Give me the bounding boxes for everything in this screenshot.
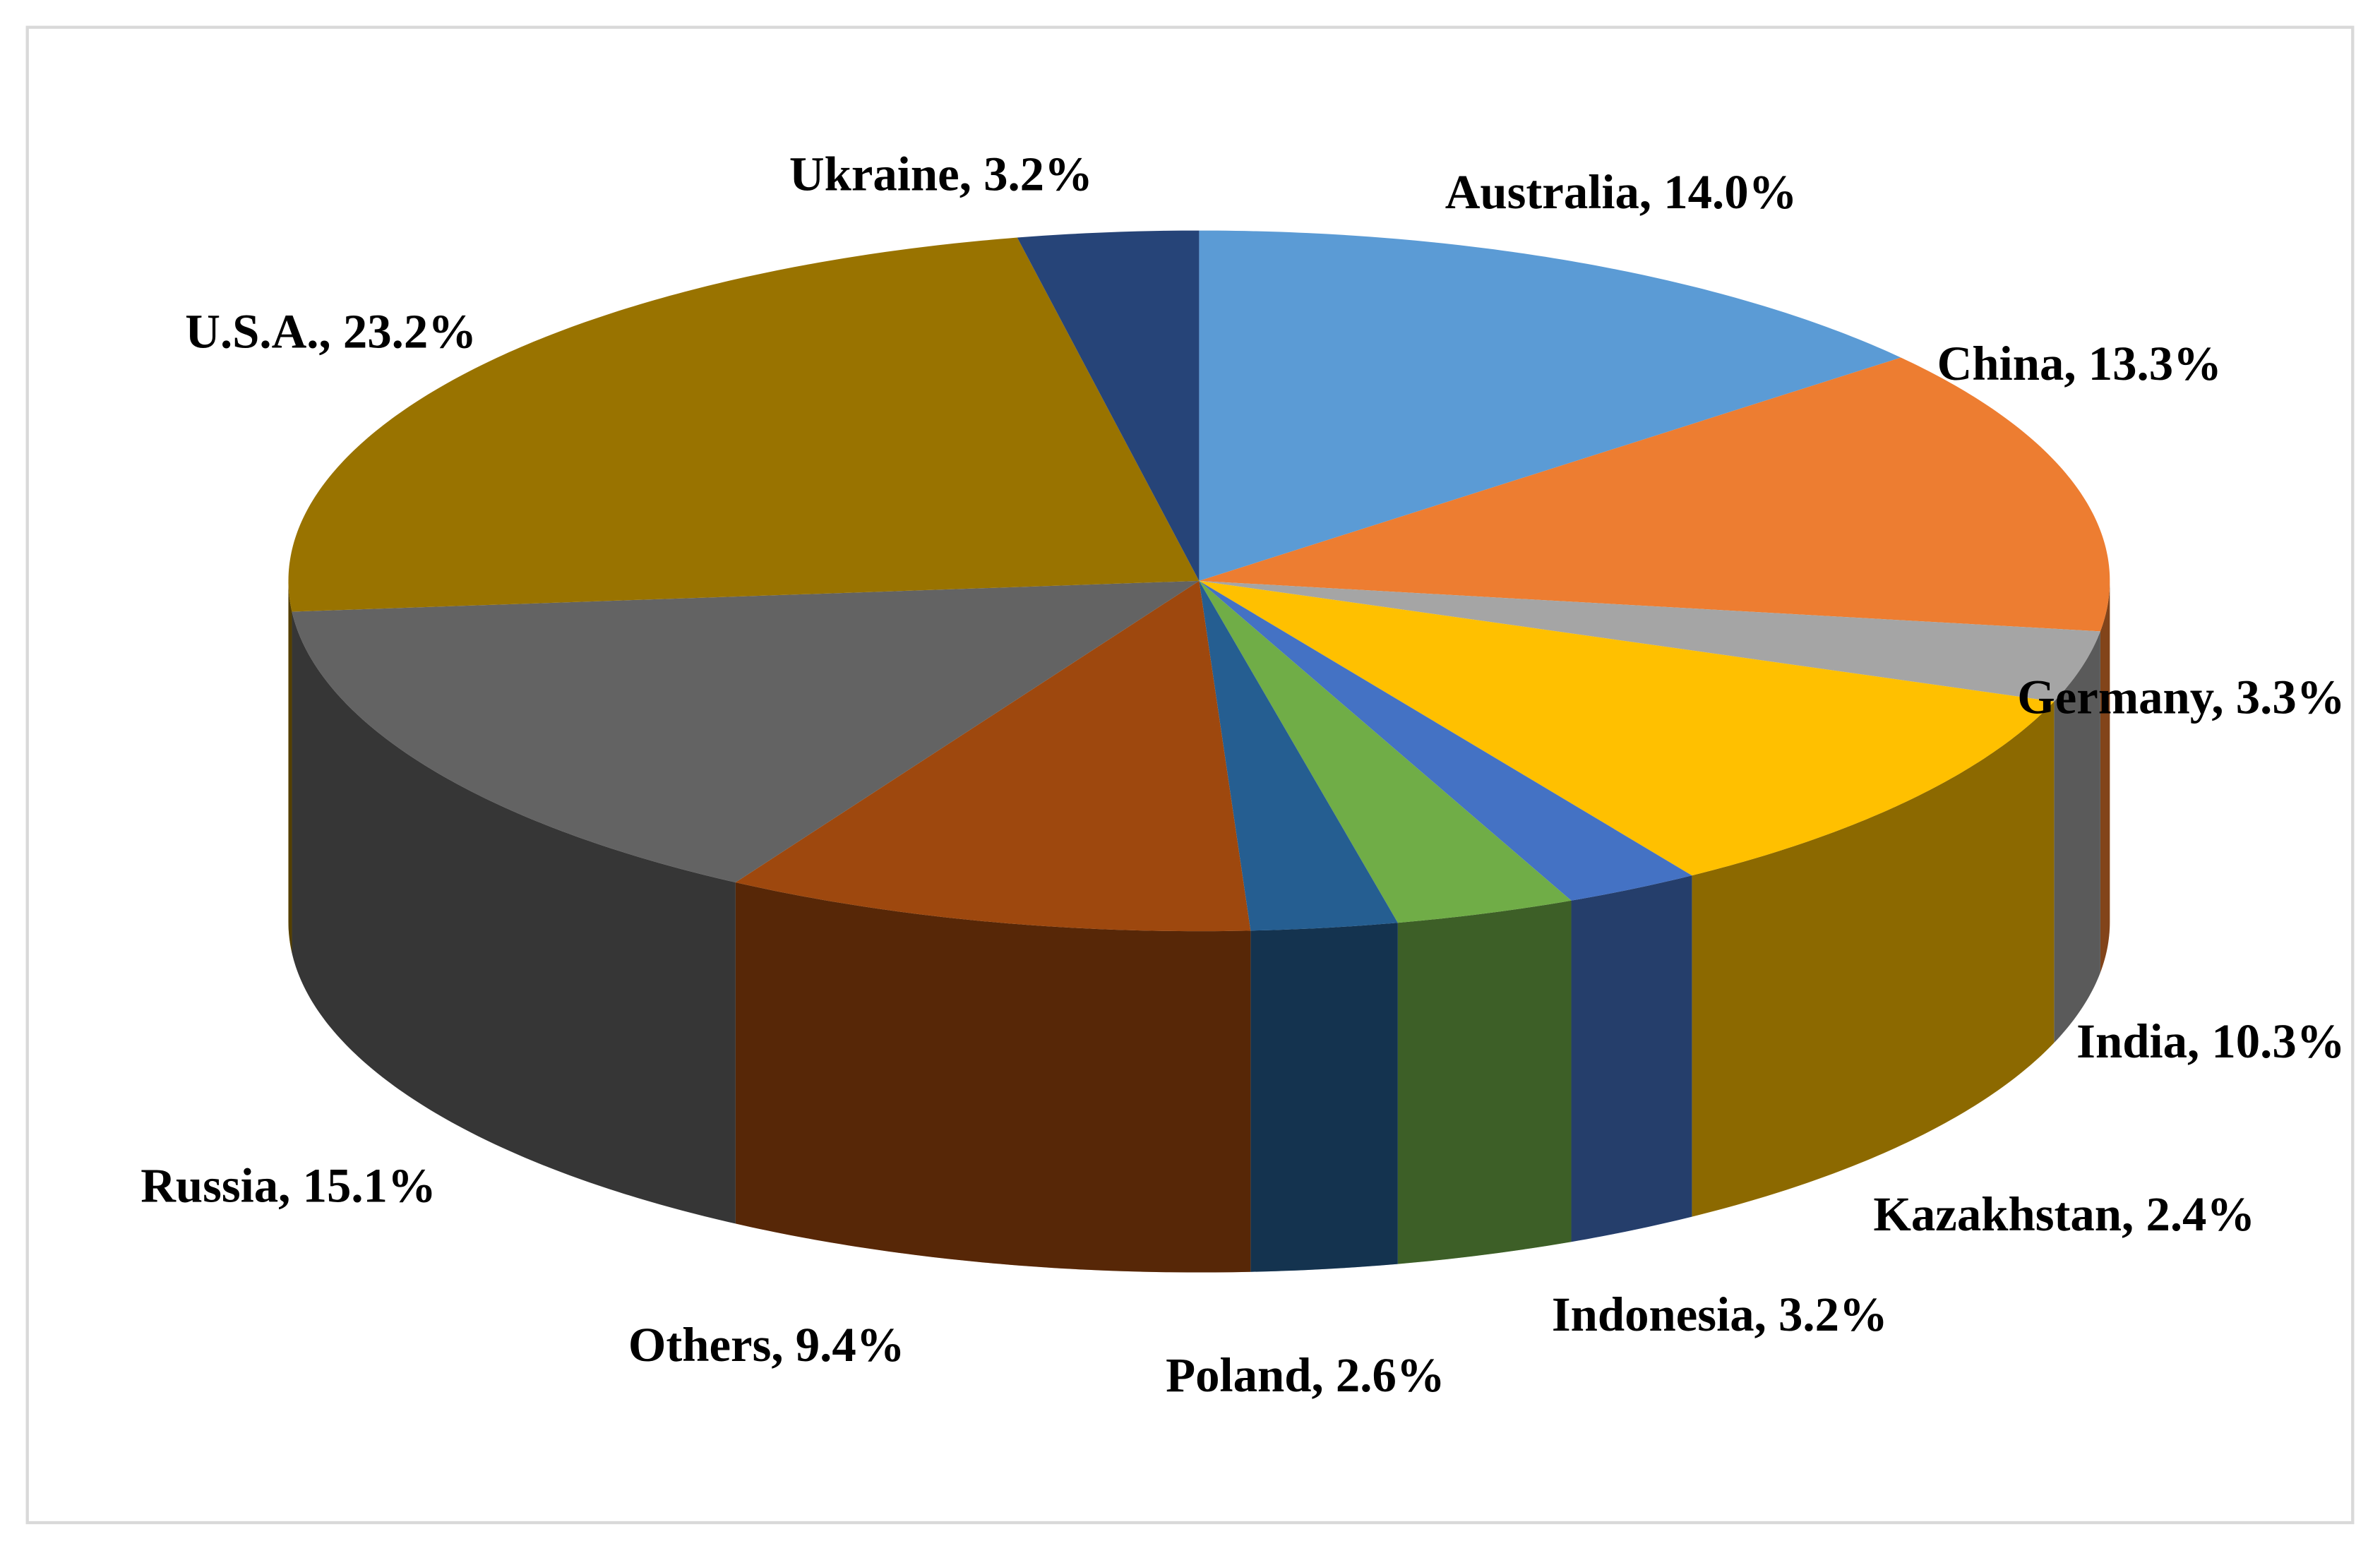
pie-sides [288,580,2110,1273]
slice [292,580,1200,883]
data-label: Others, 9.4% [628,1318,905,1372]
slice [1199,357,2110,632]
slice-side [1692,701,2055,1217]
data-label: India, 10.3% [2076,1014,2345,1068]
data-label: Australia, 14.0% [1445,165,1798,219]
slice-side [288,580,292,953]
slice [1199,580,1398,931]
slice-side-shade [1397,900,1572,1264]
slice-side-shade [1571,875,1692,1242]
slice-side-shade [288,580,292,953]
slice-side [1571,875,1692,1242]
slice-side [1250,923,1398,1272]
data-label: Ukraine, 3.2% [789,147,1093,200]
slice-side [2100,580,2110,973]
slice [288,237,1200,612]
data-label: U.S.A., 23.2% [185,305,477,359]
slice [1199,580,2055,876]
data-label: Germany, 3.3% [2017,671,2345,724]
data-label: Poland, 2.6% [1166,1348,1445,1402]
slice-side [735,882,1251,1273]
slice-side-shade [1250,923,1398,1272]
slice [1199,580,2100,702]
data-label: China, 13.3% [1937,337,2222,390]
data-label: Kazakhstan, 2.4% [1873,1187,2255,1241]
slice [1017,230,1200,581]
data-label: Indonesia, 3.2% [1552,1288,1888,1341]
pie-tops [288,230,2110,932]
slice [1199,580,1692,901]
slice-side [292,611,736,1224]
slice-side [2054,631,2100,1043]
slice-side [1397,900,1572,1264]
slice [735,580,1251,932]
slice [1199,580,1572,923]
slice-side-shade [2100,580,2110,973]
pie-labels: Australia, 14.0% China, 13.3% Germany, 3.3… [140,147,2345,1402]
slice-side-shade [292,611,736,1224]
data-label: Russia, 15.1% [140,1158,436,1212]
slice-side-shade [1692,701,2055,1217]
slice-side-shade [735,882,1251,1273]
slice-side-shade [2054,631,2100,1043]
slice [1199,230,1901,581]
